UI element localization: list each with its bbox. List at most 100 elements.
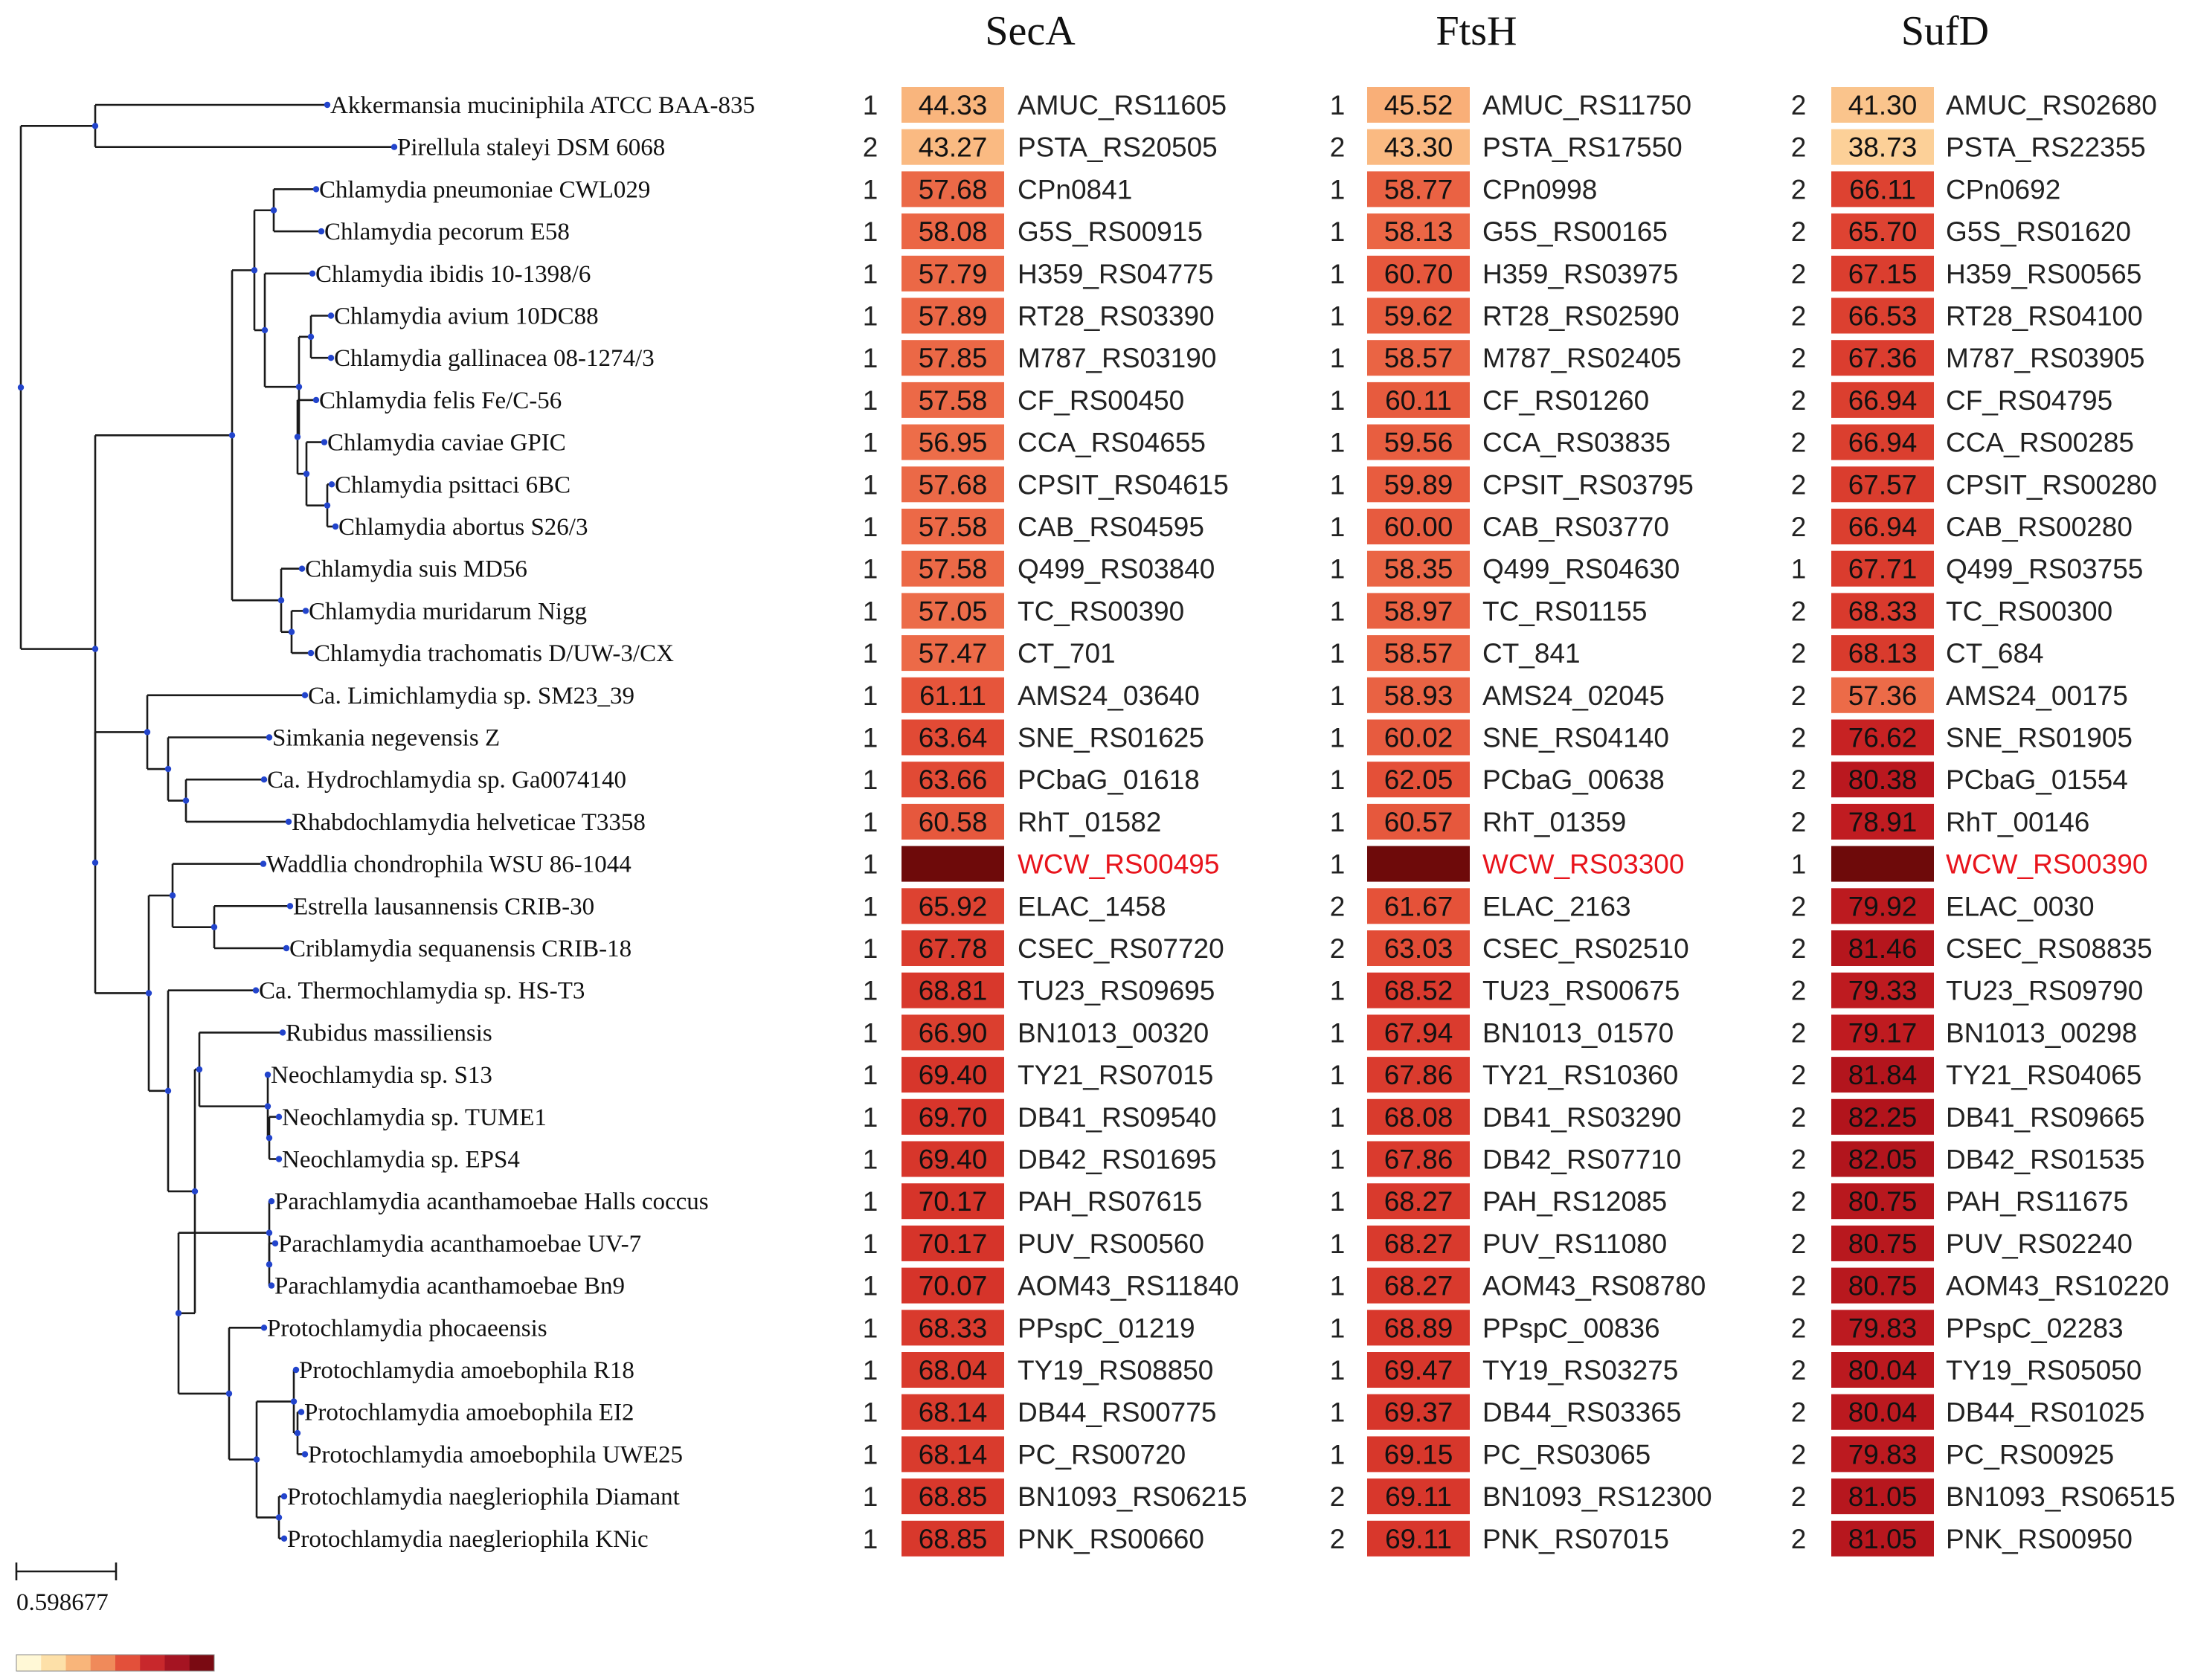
locus-tag: CSEC_RS08835 (1946, 933, 2153, 964)
locus-tag: ELAC_2163 (1482, 891, 1631, 921)
identity-value: 70.17 (919, 1229, 988, 1259)
taxon-label: Rubidus massiliensis (286, 1020, 492, 1046)
tree-node-dot (260, 1325, 268, 1331)
locus-tag: BN1093_RS12300 (1482, 1481, 1712, 1512)
tree-node-dot (302, 608, 309, 614)
identity-value: 69.40 (919, 1145, 988, 1175)
locus-tag: CPn0998 (1482, 174, 1597, 205)
tree-node-dot (290, 1398, 298, 1405)
tree-node-dot (266, 1134, 273, 1142)
identity-value: 68.52 (1384, 976, 1453, 1006)
identity-value: 69.15 (1384, 1439, 1453, 1470)
copy-number: 1 (1330, 1439, 1346, 1470)
taxon-label: Rhabdochlamydia helveticae T3358 (292, 809, 646, 836)
taxon-label: Simkania negevensis Z (272, 725, 500, 752)
identity-cell (1831, 1436, 1934, 1473)
identity-value: 58.35 (1384, 554, 1453, 585)
identity-cell (902, 171, 1004, 207)
identity-value: 57.58 (919, 385, 988, 416)
locus-tag: DB44_RS01025 (1946, 1397, 2144, 1428)
identity-cell (902, 382, 1004, 418)
copy-number: 1 (863, 680, 878, 711)
locus-tag: CF_RS00450 (1018, 385, 1184, 416)
tree-node-dot (169, 892, 176, 899)
tree-node-dot (279, 1029, 286, 1036)
identity-cell (1831, 593, 1934, 629)
phylogenetic-tree (17, 101, 398, 1542)
locus-tag: ELAC_0030 (1946, 891, 2095, 921)
locus-tag: CAB_RS04595 (1018, 512, 1204, 542)
column-header-sufd: SufD (1901, 8, 1989, 54)
copy-number: 2 (1791, 259, 1807, 289)
tree-node-dot (275, 1156, 283, 1162)
locus-tag: AMUC_RS11605 (1018, 90, 1227, 120)
identity-cell (1367, 129, 1470, 165)
copy-number: 1 (863, 807, 878, 837)
locus-tag: CCA_RS04655 (1018, 428, 1206, 458)
identity-cell (1367, 87, 1470, 123)
locus-tag: DB41_RS09540 (1018, 1102, 1216, 1133)
identity-value: 79.83 (1848, 1313, 1918, 1343)
identity-cell (902, 1141, 1004, 1177)
identity-value: 81.46 (1848, 933, 1918, 964)
identity-value: 81.05 (1848, 1481, 1918, 1512)
copy-number: 2 (1791, 1439, 1807, 1470)
identity-value: 57.05 (919, 596, 988, 626)
copy-number: 2 (1791, 807, 1807, 837)
locus-tag: TU23_RS00675 (1482, 976, 1680, 1006)
identity-cell (1831, 87, 1934, 123)
identity-cell (902, 87, 1004, 123)
taxon-label: Chlamydia psittaci 6BC (335, 472, 571, 498)
copy-number: 1 (863, 1439, 878, 1470)
identity-cell (1831, 171, 1934, 207)
tree-node-dot (145, 990, 152, 997)
taxon-label: Criblamydia sequanensis CRIB-18 (289, 936, 631, 962)
locus-tag: AMS24_02045 (1482, 680, 1665, 711)
identity-value: 58.77 (1384, 174, 1453, 205)
identity-cell (902, 1014, 1004, 1051)
copy-number: 1 (1330, 638, 1346, 669)
taxon-label: Akkermansia muciniphila ATCC BAA-835 (330, 92, 755, 119)
identity-value: 43.30 (1384, 132, 1453, 163)
identity-cell (1367, 1267, 1470, 1304)
copy-number: 1 (1330, 174, 1346, 205)
tree-node-dot (327, 355, 335, 361)
identity-cell (1367, 846, 1470, 882)
copy-number: 1 (863, 90, 878, 120)
identity-value: 79.92 (1848, 891, 1918, 921)
tree-node-dot (261, 326, 269, 334)
copy-number: 1 (863, 765, 878, 795)
identity-value: 57.58 (919, 554, 988, 585)
locus-tag: H359_RS03975 (1482, 259, 1678, 289)
copy-number: 2 (1791, 132, 1807, 163)
identity-value: 44.33 (919, 90, 988, 120)
identity-cell (1367, 509, 1470, 544)
identity-value: 58.57 (1384, 343, 1453, 373)
tree-node-dot (266, 1261, 273, 1268)
identity-value: 66.11 (1849, 174, 1916, 205)
copy-number: 1 (1330, 1313, 1346, 1343)
tree-node-dot (288, 628, 295, 635)
identity-cell (1367, 719, 1470, 756)
identity-cell (1367, 888, 1470, 924)
identity-value: 63.66 (919, 765, 988, 795)
identity-value: 57.47 (919, 638, 988, 669)
identity-cell (902, 466, 1004, 503)
locus-tag: CPSIT_RS04615 (1018, 469, 1229, 500)
taxon-label: Chlamydia avium 10DC88 (334, 303, 599, 330)
locus-tag: Q499_RS03840 (1018, 554, 1215, 585)
identity-value: 79.83 (1848, 1439, 1918, 1470)
identity-cell (902, 593, 1004, 629)
taxon-label: Protochlamydia amoebophila EI2 (304, 1400, 634, 1426)
identity-cell (1367, 635, 1470, 672)
identity-value: 41.30 (1848, 90, 1918, 120)
tree-node-dot (295, 383, 303, 390)
identity-cell (1367, 593, 1470, 629)
identity-value: 59.56 (1384, 428, 1453, 458)
identity-cell (1831, 382, 1934, 418)
tree-node-dot (251, 267, 258, 274)
tree-node-dot (268, 1198, 275, 1205)
locus-tag: Q499_RS04630 (1482, 554, 1680, 585)
identity-value: 68.81 (919, 976, 988, 1006)
